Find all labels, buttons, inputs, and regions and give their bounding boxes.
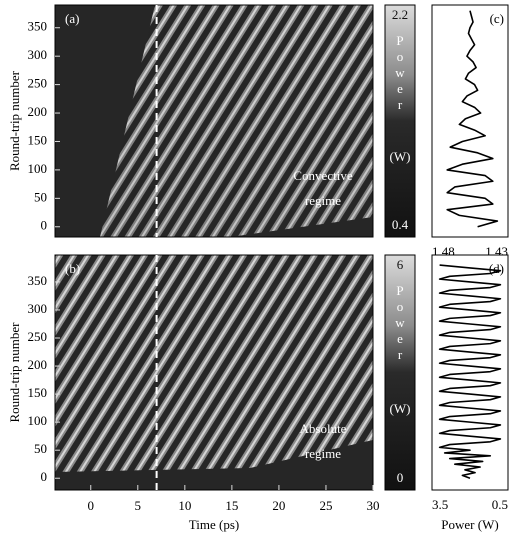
- x-tick-label: 25: [319, 498, 332, 513]
- y-tick-label: 200: [28, 104, 48, 119]
- y-tick-label: 300: [28, 47, 48, 62]
- y-tick-label: 0: [41, 469, 48, 484]
- heatmap-frame: [54, 4, 374, 238]
- colorbar-label: Power: [393, 33, 408, 113]
- panel-label: (a): [65, 11, 79, 26]
- colorbar-unit: (W): [390, 401, 411, 416]
- colorbar-tick-label: 0.4: [392, 217, 409, 232]
- y-tick-label: 250: [28, 329, 48, 344]
- x-tick-label: 3.5: [432, 497, 448, 512]
- power-line: [446, 10, 499, 228]
- annotation: Convective: [293, 168, 352, 183]
- annotation: regime: [305, 193, 341, 208]
- y-tick-label: 100: [28, 413, 48, 428]
- y-tick-label: 150: [28, 132, 48, 147]
- y-tick-label: 100: [28, 161, 48, 176]
- annotation: Absolute: [300, 421, 347, 436]
- x-tick-label: 0: [88, 498, 95, 513]
- colorbar-tick-label: 0: [397, 470, 404, 485]
- x-axis-label: Time (ps): [189, 517, 239, 532]
- plot-frame: [431, 4, 509, 238]
- colorbar-label: Power: [393, 283, 408, 363]
- y-tick-label: 350: [28, 273, 48, 288]
- x-tick-label: 15: [225, 498, 238, 513]
- y-axis-label: Round-trip number: [7, 322, 22, 423]
- y-axis-label: Round-trip number: [7, 70, 22, 171]
- x-tick-label: 10: [178, 498, 191, 513]
- y-tick-label: 350: [28, 19, 48, 34]
- y-tick-label: 250: [28, 76, 48, 91]
- y-tick-label: 300: [28, 301, 48, 316]
- heatmap-stripes: [55, 255, 373, 472]
- x-tick-label: 30: [367, 498, 380, 513]
- x-tick-label: 0.5: [492, 497, 508, 512]
- y-tick-label: 0: [41, 218, 48, 233]
- colorbar: [384, 4, 416, 238]
- colorbar-unit: (W): [390, 149, 411, 164]
- x-tick-label: 5: [135, 498, 142, 513]
- y-tick-label: 50: [34, 441, 47, 456]
- annotation: regime: [305, 446, 341, 461]
- power-line: [438, 264, 502, 479]
- panel-label: (b): [65, 261, 80, 276]
- colorbar: [384, 254, 416, 491]
- x-axis-label: Power (W): [441, 517, 498, 532]
- x-tick-label: 20: [272, 498, 285, 513]
- heatmap-frame: [54, 254, 374, 491]
- y-tick-label: 200: [28, 357, 48, 372]
- y-tick-label: 150: [28, 385, 48, 400]
- panel-label: (d): [489, 261, 504, 276]
- colorbar-tick-label: 6: [397, 257, 404, 272]
- heatmap-stripes: [100, 5, 373, 237]
- panel-label: (c): [490, 11, 504, 26]
- y-tick-label: 50: [34, 189, 47, 204]
- colorbar-tick-label: 2.2: [392, 7, 408, 22]
